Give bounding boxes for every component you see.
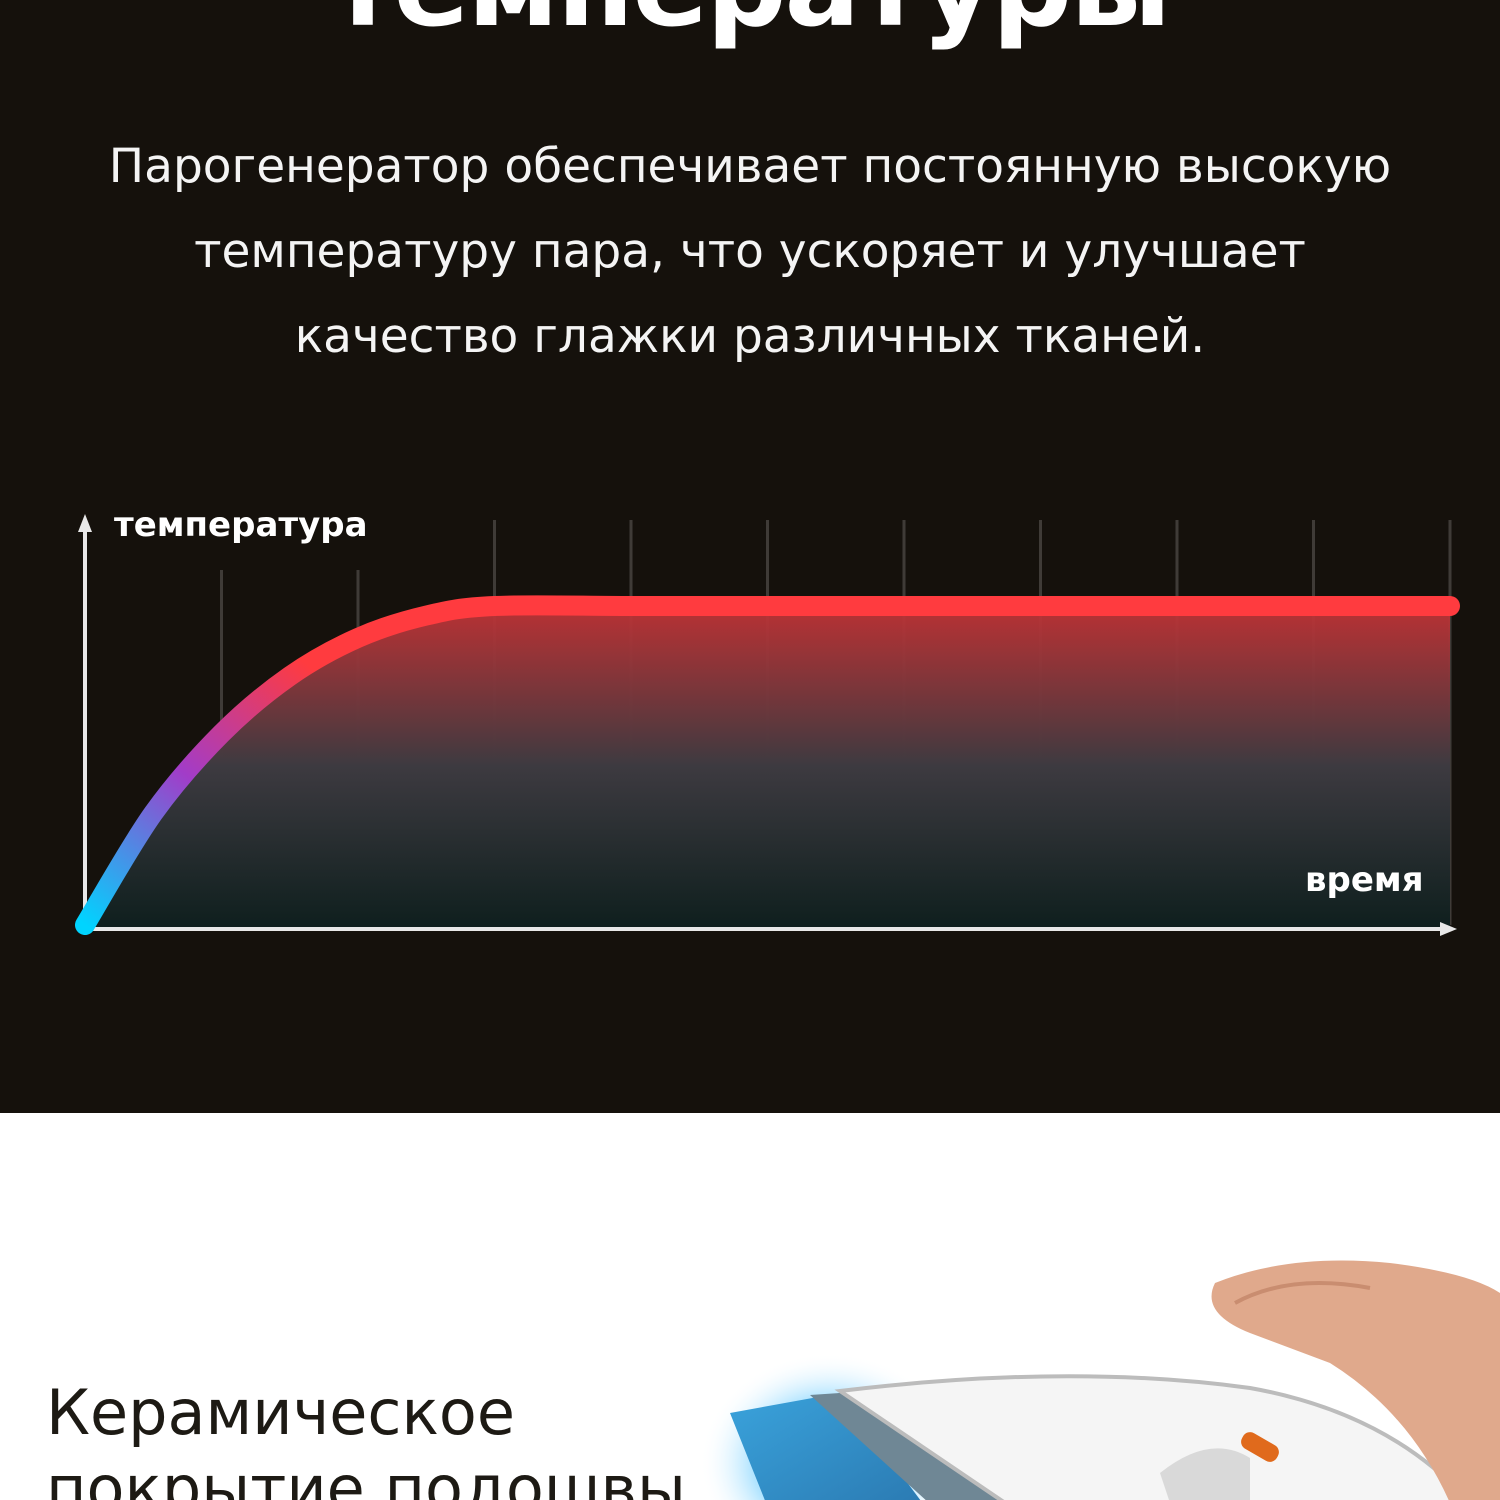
- ceramic-title-line: покрытие подошвы: [46, 1452, 686, 1500]
- ceramic-title: Керамическое покрытие подошвы: [46, 1375, 686, 1500]
- y-axis-label: температура: [114, 505, 368, 545]
- section-title: температуры: [0, 0, 1500, 52]
- chart-area-fill: [85, 605, 1450, 927]
- description-line: качество глажки различных тканей.: [294, 309, 1206, 364]
- temperature-chart: [75, 514, 1460, 936]
- x-axis-arrow-icon: [1440, 922, 1457, 936]
- ceramic-section: Керамическое покрытие подошвы: [0, 1113, 1500, 1500]
- description-line: температуру пара, что ускоряет и улучшае…: [194, 224, 1306, 279]
- description-line: Парогенератор обеспечивает постоянную вы…: [108, 139, 1392, 194]
- iron-image: [700, 1260, 1500, 1500]
- x-axis-label: время: [1305, 860, 1424, 900]
- y-axis-arrow-icon: [78, 514, 92, 532]
- temperature-curve: [75, 595, 1460, 935]
- dark-section: температуры Парогенератор обеспечивает п…: [0, 0, 1500, 1113]
- description: Парогенератор обеспечивает постоянную вы…: [0, 124, 1500, 379]
- ceramic-title-line: Керамическое: [46, 1376, 515, 1449]
